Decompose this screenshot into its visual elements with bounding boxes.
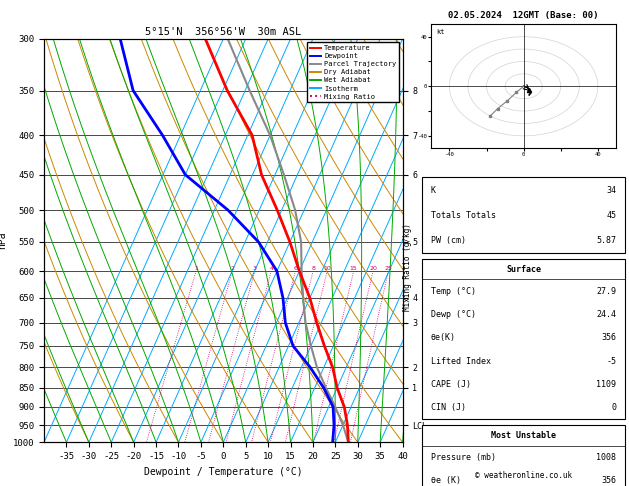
Text: 24.4: 24.4: [596, 310, 616, 319]
Text: 10: 10: [323, 266, 331, 271]
Text: 02.05.2024  12GMT (Base: 00): 02.05.2024 12GMT (Base: 00): [448, 11, 599, 20]
Text: © weatheronline.co.uk: © weatheronline.co.uk: [475, 471, 572, 480]
Text: 1109: 1109: [596, 380, 616, 389]
Bar: [423, 259, 625, 419]
Text: -5: -5: [606, 357, 616, 365]
Text: 4: 4: [269, 266, 273, 271]
Text: kt: kt: [437, 29, 445, 35]
Text: 25: 25: [384, 266, 392, 271]
Text: 0: 0: [611, 403, 616, 412]
Y-axis label: hPa: hPa: [0, 232, 8, 249]
Text: Temp (°C): Temp (°C): [431, 287, 476, 295]
Text: 1: 1: [194, 266, 198, 271]
Text: Totals Totals: Totals Totals: [431, 211, 496, 220]
Text: 2: 2: [230, 266, 235, 271]
Text: 3: 3: [253, 266, 257, 271]
Title: 5°15'N  356°56'W  30m ASL: 5°15'N 356°56'W 30m ASL: [145, 27, 301, 37]
Text: CIN (J): CIN (J): [431, 403, 466, 412]
Y-axis label: km
ASL: km ASL: [430, 233, 450, 248]
Text: Lifted Index: Lifted Index: [431, 357, 491, 365]
Text: 356: 356: [601, 333, 616, 342]
Text: Dewp (°C): Dewp (°C): [431, 310, 476, 319]
Text: 356: 356: [601, 476, 616, 485]
Text: 34: 34: [606, 186, 616, 194]
Text: PW (cm): PW (cm): [431, 236, 466, 245]
Legend: Temperature, Dewpoint, Parcel Trajectory, Dry Adiabat, Wet Adiabat, Isotherm, Mi: Temperature, Dewpoint, Parcel Trajectory…: [308, 42, 399, 103]
Text: Surface: Surface: [506, 265, 541, 274]
Text: θe(K): θe(K): [431, 333, 456, 342]
Text: Mixing Ratio (g/kg): Mixing Ratio (g/kg): [403, 224, 412, 311]
Text: θe (K): θe (K): [431, 476, 461, 485]
Text: 45: 45: [606, 211, 616, 220]
Bar: [423, 425, 625, 486]
Text: 8: 8: [311, 266, 315, 271]
Text: 1008: 1008: [596, 453, 616, 462]
Text: 5.87: 5.87: [596, 236, 616, 245]
X-axis label: Dewpoint / Temperature (°C): Dewpoint / Temperature (°C): [144, 467, 303, 477]
Text: 6: 6: [294, 266, 298, 271]
Text: CAPE (J): CAPE (J): [431, 380, 471, 389]
Text: Most Unstable: Most Unstable: [491, 431, 556, 440]
Text: 20: 20: [369, 266, 377, 271]
Bar: [423, 177, 625, 253]
Text: 27.9: 27.9: [596, 287, 616, 295]
Text: 15: 15: [350, 266, 357, 271]
Text: K: K: [431, 186, 436, 194]
Text: Pressure (mb): Pressure (mb): [431, 453, 496, 462]
